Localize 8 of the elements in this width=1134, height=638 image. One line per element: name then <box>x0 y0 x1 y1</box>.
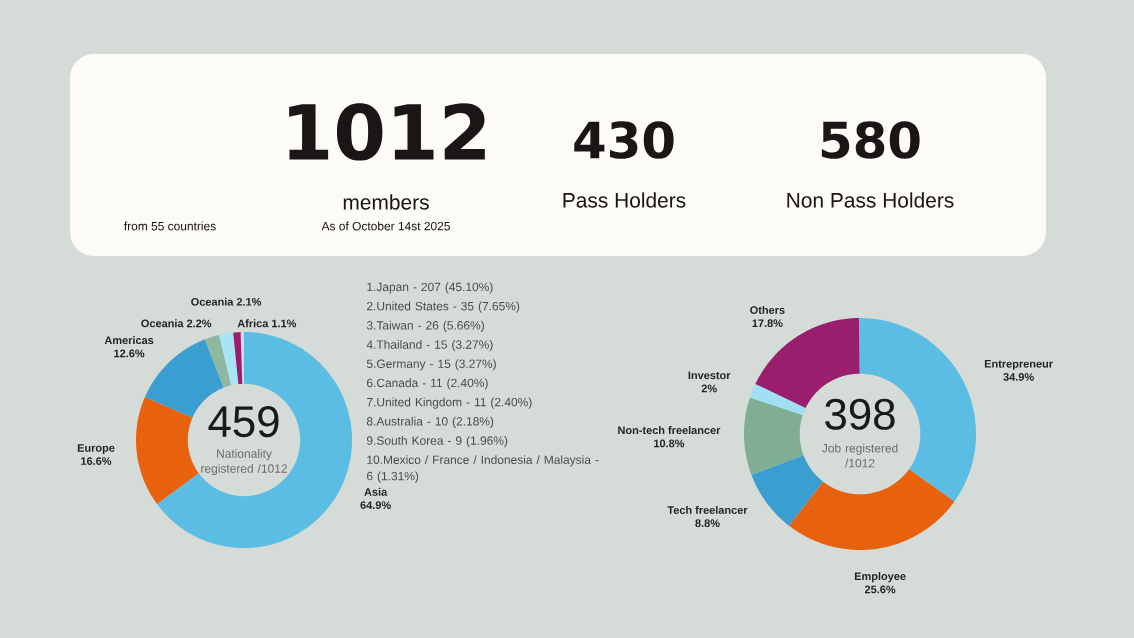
text: Non Pass Holders <box>787 192 954 208</box>
text: 459 <box>208 406 279 438</box>
text: 1012 <box>289 103 485 161</box>
text: Pass Holders <box>563 192 686 208</box>
text: members <box>343 194 429 210</box>
text: 398 <box>825 398 895 430</box>
text: 430 <box>574 121 674 159</box>
text: 580 <box>821 121 920 159</box>
